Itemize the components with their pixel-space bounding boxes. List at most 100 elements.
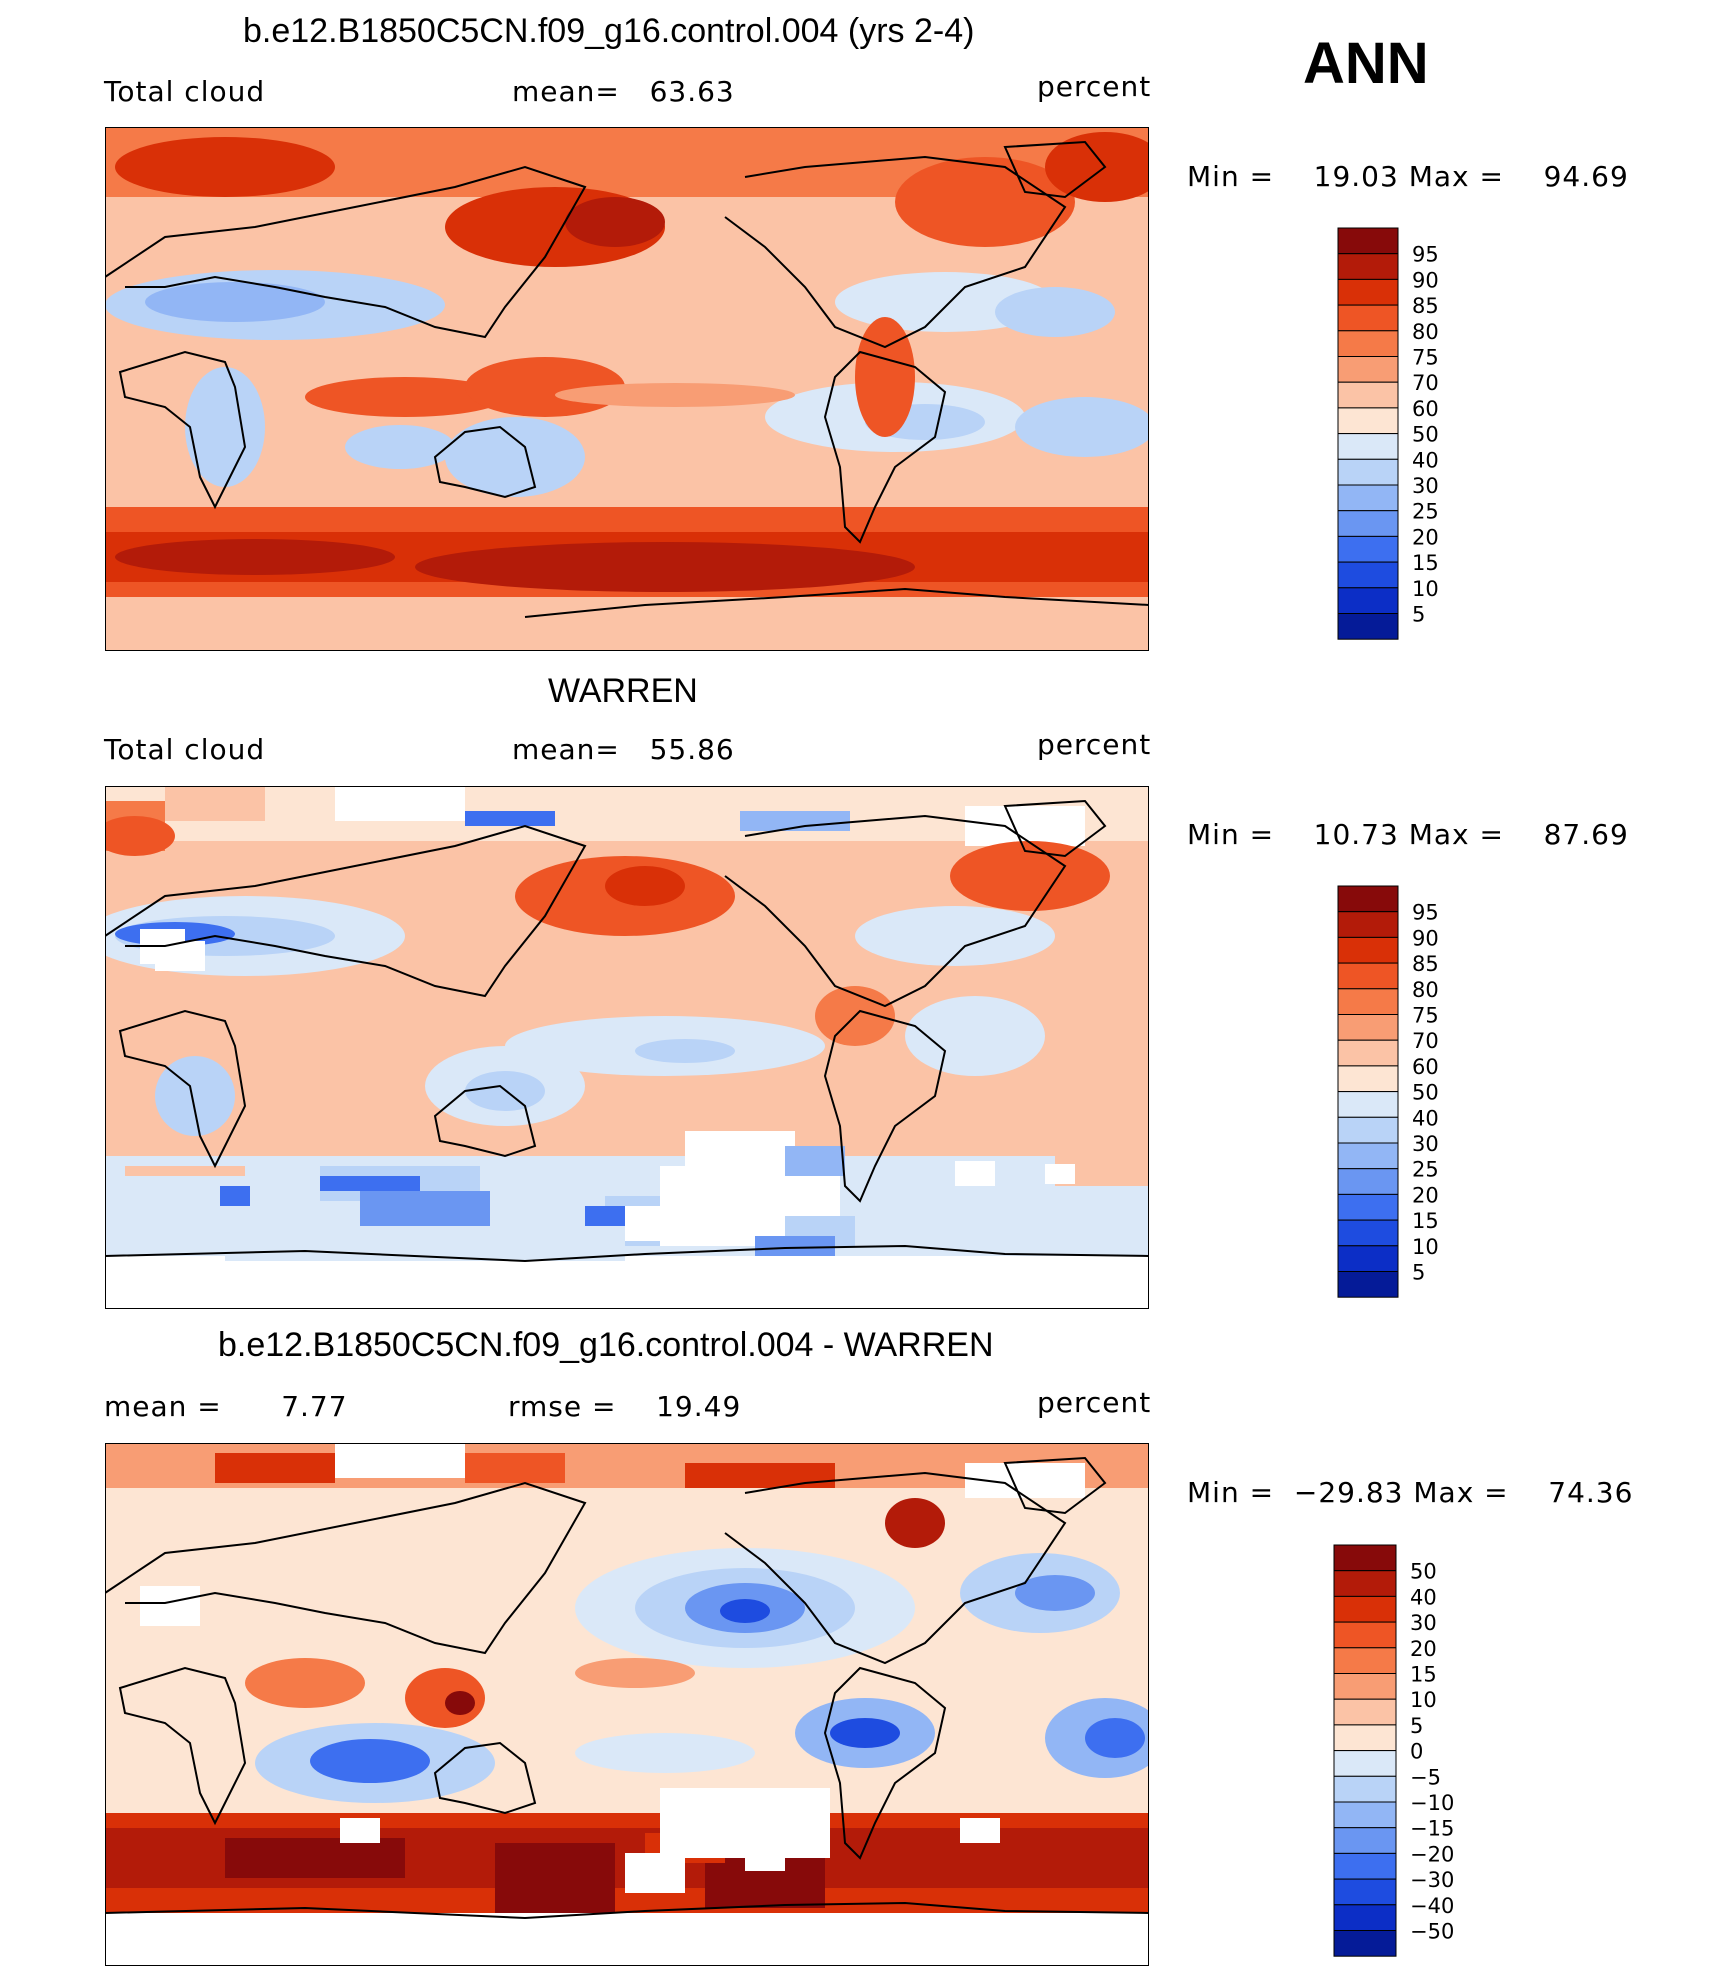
colorbar-tick-label: 80 bbox=[1412, 320, 1439, 344]
colorbar-box bbox=[1333, 1621, 1397, 1649]
colorbar-box bbox=[1333, 1801, 1397, 1829]
colorbar-tick-label: −20 bbox=[1410, 1842, 1454, 1866]
colorbar-tick-label: 95 bbox=[1412, 901, 1439, 925]
panel-3-map bbox=[105, 1443, 1149, 1966]
colorbar-box bbox=[1337, 1039, 1399, 1067]
colorbar-box bbox=[1333, 1878, 1397, 1906]
colorbar-tick-label: 20 bbox=[1410, 1637, 1437, 1661]
colorbar-box bbox=[1337, 1091, 1399, 1118]
colorbar-tick-label: 10 bbox=[1412, 1235, 1439, 1259]
colorbar-box bbox=[1333, 1595, 1397, 1623]
colorbar-tick-label: 5 bbox=[1410, 1714, 1423, 1738]
colorbar-box bbox=[1333, 1673, 1397, 1700]
colorbar-box bbox=[1337, 510, 1399, 537]
colorbar-box bbox=[1337, 1014, 1399, 1041]
colorbar-box bbox=[1333, 1570, 1397, 1597]
colorbar-box bbox=[1337, 304, 1399, 332]
colorbar-tick-label: 95 bbox=[1412, 243, 1439, 267]
colorbar-box bbox=[1337, 330, 1399, 358]
colorbar-box bbox=[1337, 911, 1399, 938]
panel-3-mean-value: 7.77 bbox=[281, 1390, 348, 1423]
panel-1-map bbox=[105, 127, 1149, 651]
panel-3-min-max: Min = −29.83 Max = 74.36 bbox=[1187, 1476, 1633, 1509]
colorbar-box bbox=[1337, 1245, 1399, 1272]
colorbar-box bbox=[1337, 885, 1399, 913]
colorbar-box bbox=[1337, 458, 1399, 486]
p1-coast-australia bbox=[433, 425, 537, 499]
colorbar-tick-label: 0 bbox=[1410, 1740, 1423, 1764]
panel-3-mean: mean = 7.77 bbox=[104, 1390, 348, 1423]
panel-1-units: percent bbox=[1037, 70, 1152, 103]
colorbar-tick-label: 50 bbox=[1410, 1560, 1437, 1584]
colorbar-box bbox=[1337, 356, 1399, 383]
colorbar-tick-label: 50 bbox=[1412, 423, 1439, 447]
colorbar-tick-label: 30 bbox=[1410, 1611, 1437, 1635]
panel-2-max-value: 87.69 bbox=[1543, 818, 1629, 851]
p1-coast-eurasia bbox=[105, 165, 587, 339]
colorbar-box bbox=[1337, 587, 1399, 614]
colorbar-box bbox=[1337, 1271, 1399, 1298]
p3-missing-sahara bbox=[140, 1586, 200, 1626]
colorbar-box bbox=[1337, 1168, 1399, 1195]
panel-3-mean-label: mean = bbox=[104, 1390, 222, 1423]
panel-3-rmse: rmse = 19.49 bbox=[508, 1390, 741, 1423]
colorbar-tick-label: 75 bbox=[1412, 1004, 1439, 1028]
colorbar-tick-label: 30 bbox=[1412, 1132, 1439, 1156]
colorbar-tick-label: 15 bbox=[1412, 551, 1439, 575]
colorbar-tick-label: 70 bbox=[1412, 371, 1439, 395]
panel-2-mean-value: 55.86 bbox=[649, 733, 735, 766]
panel-2-min-max: Min = 10.73 Max = 87.69 bbox=[1187, 818, 1629, 851]
colorbar-box bbox=[1337, 227, 1399, 255]
colorbar-tick-label: 20 bbox=[1412, 525, 1439, 549]
colorbar-tick-label: −50 bbox=[1410, 1920, 1454, 1944]
colorbar-box bbox=[1337, 613, 1399, 640]
p1-coast-antarctica bbox=[524, 587, 1149, 618]
colorbar-tick-label: 40 bbox=[1412, 448, 1439, 472]
colorbar-box bbox=[1333, 1698, 1397, 1726]
panel-2-map bbox=[105, 786, 1149, 1309]
panel-3-rmse-value: 19.49 bbox=[656, 1390, 742, 1423]
panel-2-min-value: 10.73 bbox=[1313, 818, 1399, 851]
colorbar-box bbox=[1333, 1544, 1397, 1572]
colorbar-box bbox=[1333, 1852, 1397, 1880]
panel-3-max-label: Max = bbox=[1413, 1476, 1509, 1509]
colorbar-box bbox=[1337, 988, 1399, 1016]
p3-missing-arctic-1 bbox=[335, 1443, 465, 1478]
colorbar-box bbox=[1337, 561, 1399, 589]
panel-2-units: percent bbox=[1037, 728, 1152, 761]
colorbar-box bbox=[1333, 1827, 1397, 1854]
panel-3-rmse-label: rmse = bbox=[508, 1390, 617, 1423]
colorbar-box bbox=[1337, 936, 1399, 964]
colorbar-tick-label: 60 bbox=[1412, 1055, 1439, 1079]
panel-1-min-max: Min = 19.03 Max = 94.69 bbox=[1187, 160, 1629, 193]
colorbar-tick-label: 25 bbox=[1412, 500, 1439, 524]
colorbar-box bbox=[1337, 278, 1399, 306]
p2-missing-arctic-1 bbox=[335, 786, 465, 821]
colorbar-tick-label: 70 bbox=[1412, 1029, 1439, 1053]
colorbar-tick-label: 10 bbox=[1410, 1688, 1437, 1712]
colorbar-tick-label: 80 bbox=[1412, 978, 1439, 1002]
colorbar-tick-label: 10 bbox=[1412, 577, 1439, 601]
p1-coast-greenland bbox=[1003, 140, 1107, 199]
colorbar-tick-label: −15 bbox=[1410, 1817, 1454, 1841]
panel-1-min-label: Min = bbox=[1187, 160, 1275, 193]
colorbar-box bbox=[1333, 1724, 1397, 1752]
panel-1-title: b.e12.B1850C5CN.f09_g16.control.004 (yrs… bbox=[243, 12, 975, 50]
colorbar-box bbox=[1337, 1116, 1399, 1144]
panel-1-min-value: 19.03 bbox=[1313, 160, 1399, 193]
colorbar-tick-label: −5 bbox=[1410, 1765, 1441, 1789]
panel-1-mean-label: mean= bbox=[512, 75, 620, 108]
panel-3-units: percent bbox=[1037, 1386, 1152, 1419]
p3-missing-southern-1 bbox=[660, 1788, 830, 1858]
colorbar-box bbox=[1337, 1219, 1399, 1247]
colorbar-tick-label: 75 bbox=[1412, 346, 1439, 370]
colorbar-tick-label: −10 bbox=[1410, 1791, 1454, 1815]
panel-2-min-label: Min = bbox=[1187, 818, 1275, 851]
colorbar-tick-label: 25 bbox=[1412, 1158, 1439, 1182]
colorbar-box bbox=[1337, 1193, 1399, 1221]
colorbar-tick-label: −40 bbox=[1410, 1894, 1454, 1918]
colorbar-tick-label: 60 bbox=[1412, 397, 1439, 421]
